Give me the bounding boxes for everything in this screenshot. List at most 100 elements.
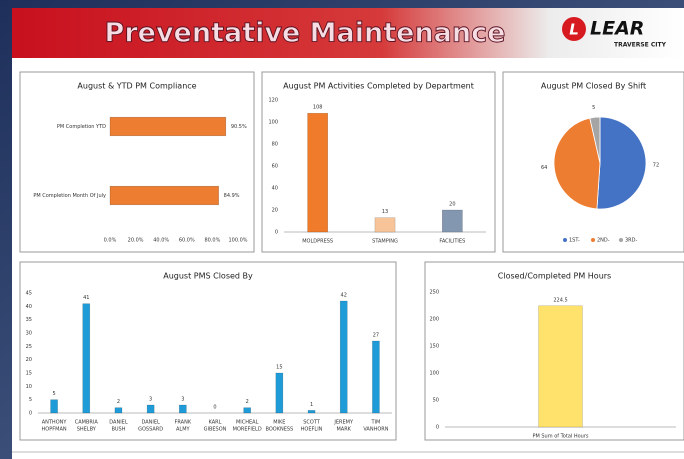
bar	[372, 340, 380, 414]
bar	[146, 404, 155, 414]
bar	[243, 407, 251, 414]
y-tick-label: 60	[272, 164, 278, 170]
x-tick-label: DANIEL	[109, 420, 128, 426]
bar	[109, 116, 227, 137]
y-tick-label: 10	[26, 384, 32, 390]
x-tick-label: VANHORN	[363, 427, 388, 433]
pie-slice	[589, 116, 601, 164]
y-tick-label: 100	[429, 371, 439, 377]
y-tick-label: 45	[26, 291, 32, 297]
data-label: 5	[592, 105, 595, 111]
x-tick-label: ANTHONY	[42, 420, 68, 426]
x-tick-label: DANIEL	[141, 420, 160, 426]
x-tick-label: 100.0%	[228, 238, 247, 244]
x-tick-label: 80.0%	[204, 238, 220, 244]
data-label: 72	[653, 162, 659, 168]
logo-text: LEAR	[590, 18, 644, 40]
x-tick-label: FRANK	[175, 420, 192, 426]
data-label: 2	[117, 399, 120, 405]
y-tick-label: 80	[272, 142, 278, 148]
x-tick-label: JEREMY	[333, 420, 354, 426]
y-tick-label: 100	[268, 120, 278, 126]
x-tick-label: PM Sum of Total Hours	[532, 434, 588, 440]
data-label: 3	[181, 397, 184, 403]
chart-panel	[19, 71, 255, 253]
y-tick-label: 20	[272, 208, 278, 214]
x-tick-label: BUSH	[111, 427, 125, 433]
data-label: 84.9%	[224, 193, 240, 199]
x-tick-label: MARK	[336, 427, 351, 433]
x-tick-label: CAMBRIA	[75, 420, 99, 426]
x-tick-label: 20.0%	[128, 238, 144, 244]
bar	[307, 410, 316, 414]
data-label: 13	[382, 209, 388, 215]
data-label: 5	[52, 391, 55, 397]
y-tick-label: 15	[26, 371, 32, 377]
x-tick-label: SCOTT	[303, 420, 321, 426]
x-tick-label: HOPFMAN	[42, 427, 67, 433]
x-tick-label: FACILITIES	[439, 239, 465, 245]
pie-slice	[596, 116, 647, 210]
x-tick-label: STAMPING	[372, 239, 398, 245]
y-tick-label: 25	[26, 344, 32, 350]
chart-title: Closed/Completed PM Hours	[498, 272, 611, 281]
data-label: 2	[246, 399, 249, 405]
x-tick-label: HOEFLIN	[301, 427, 323, 433]
legend-swatch	[591, 238, 595, 242]
legend-label: 1ST-	[569, 238, 580, 244]
y-tick-label: 40	[272, 186, 278, 192]
x-tick-label: 0.0%	[104, 238, 117, 244]
y-tick-label: 30	[26, 331, 32, 337]
data-label: 3	[149, 397, 152, 403]
x-tick-label: SHELBY	[77, 427, 97, 433]
chart-panel	[19, 261, 397, 441]
x-tick-label: MICHEAL	[236, 420, 259, 426]
x-tick-label: ALMY	[176, 427, 191, 433]
y-tick-label: 120	[268, 98, 278, 104]
header-title: Preventative Maintenance	[105, 18, 506, 49]
x-tick-label: 60.0%	[179, 238, 195, 244]
data-label: 224.5	[553, 297, 567, 303]
bar	[538, 305, 583, 428]
legend-label: 3RD-	[625, 238, 638, 244]
chart-title: August PM Activities Completed by Depart…	[283, 82, 474, 91]
chart-title: August PM Closed By Shift	[541, 82, 646, 91]
chart-title: August & YTD PM Compliance	[77, 82, 196, 91]
chart-title: August PMS Closed By	[163, 272, 253, 281]
logo-letter: L	[569, 21, 579, 39]
logo-mark	[562, 17, 586, 41]
y-tick-label: 150	[429, 344, 439, 350]
bar	[441, 209, 463, 233]
bar	[307, 112, 329, 233]
x-tick-label: GOSSARD	[138, 427, 163, 433]
pie-slice	[553, 117, 601, 210]
x-tick-label: MOREFIELD	[233, 427, 262, 433]
location: TRAVERSE CITY	[614, 42, 667, 49]
data-label: 27	[373, 333, 379, 339]
x-tick-label: TIM	[370, 420, 380, 426]
data-label: 41	[83, 295, 89, 301]
y-tick-label: 5	[29, 397, 32, 403]
x-tick-label: KARL	[209, 420, 222, 426]
bar	[374, 217, 396, 233]
bar	[339, 300, 348, 414]
x-tick-label: GIBESON	[204, 427, 227, 433]
bar	[114, 407, 123, 414]
y-tick-label: 200	[429, 317, 439, 323]
data-label: 90.5%	[231, 124, 247, 130]
y-tick-label: PM Completion YTD	[57, 124, 106, 130]
bar	[109, 185, 219, 206]
y-tick-label: 0	[436, 425, 439, 431]
x-tick-label: BOOKNESS	[265, 427, 293, 433]
y-tick-label: 0	[29, 411, 32, 417]
x-tick-label: 40.0%	[153, 238, 169, 244]
y-tick-label: 0	[275, 230, 278, 236]
bar	[82, 303, 91, 414]
y-tick-label: 20	[26, 357, 32, 363]
legend-swatch	[619, 238, 623, 242]
data-label: 15	[276, 365, 282, 371]
y-tick-label: 250	[429, 290, 439, 296]
data-label: 20	[449, 202, 455, 208]
